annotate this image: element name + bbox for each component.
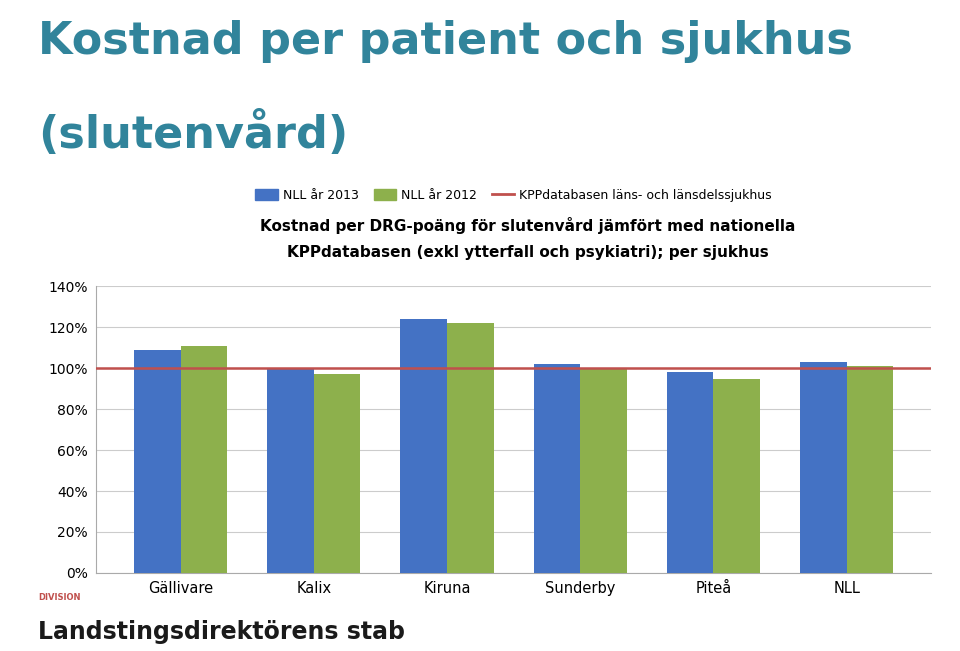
Text: Landstingsdirektörens stab: Landstingsdirektörens stab: [38, 620, 405, 644]
Bar: [134, 350, 180, 573]
Bar: [800, 362, 847, 573]
Bar: [314, 374, 360, 573]
Bar: [534, 364, 580, 573]
Text: Kostnad per patient och sjukhus: Kostnad per patient och sjukhus: [38, 20, 853, 62]
Legend: NLL år 2013, NLL år 2012, KPPdatabasen läns- och länsdelssjukhus: NLL år 2013, NLL år 2012, KPPdatabasen l…: [251, 184, 777, 207]
Text: DIVISION: DIVISION: [38, 593, 81, 602]
Bar: [847, 367, 893, 573]
Text: Kostnad per DRG-poäng för slutenvård jämfört med nationella: Kostnad per DRG-poäng för slutenvård jäm…: [260, 217, 796, 234]
Bar: [267, 368, 314, 573]
Text: (slutenvård): (slutenvård): [38, 111, 348, 157]
Bar: [400, 319, 447, 573]
Bar: [180, 346, 228, 573]
Bar: [713, 378, 760, 573]
Bar: [447, 324, 493, 573]
Text: KPPdatabasen (exkl ytterfall och psykiatri); per sjukhus: KPPdatabasen (exkl ytterfall och psykiat…: [287, 245, 769, 260]
Bar: [580, 368, 627, 573]
Bar: [667, 372, 713, 573]
